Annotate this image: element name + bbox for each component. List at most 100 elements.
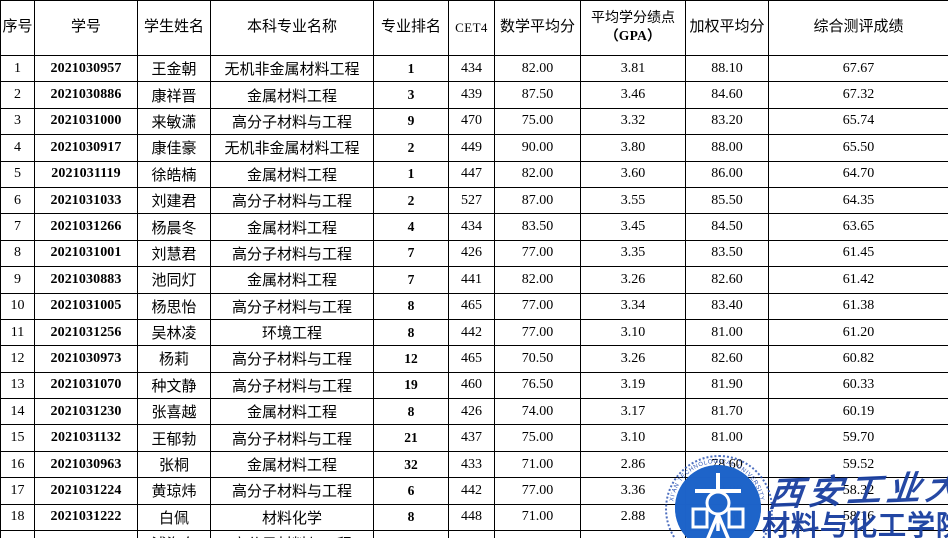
cell-math[interactable]: 82.00 bbox=[494, 160, 581, 188]
cell-cet4[interactable]: 434 bbox=[448, 54, 495, 83]
cell-wavg[interactable]: 78.60 bbox=[685, 450, 769, 479]
table-row[interactable]: 15 2021031132 王郁勃 高分子材料与工程 21 437 75.00 3.10 81.… bbox=[0, 424, 948, 452]
cell-name[interactable]: 刘建君 bbox=[137, 186, 211, 215]
cell-sid[interactable]: 2021031001 bbox=[34, 239, 138, 268]
cell-rank[interactable]: 2 bbox=[373, 134, 449, 162]
cell-rank[interactable]: 9 bbox=[373, 107, 449, 136]
cell-wavg[interactable]: 83.40 bbox=[685, 292, 769, 320]
cell-wavg[interactable]: 82.60 bbox=[685, 266, 769, 294]
cell-index[interactable]: 6 bbox=[0, 186, 35, 215]
cell-major[interactable]: 高分子材料与工程 bbox=[210, 371, 374, 400]
cell-cet4[interactable]: 442 bbox=[448, 318, 495, 347]
cell-index[interactable]: 3 bbox=[0, 107, 35, 136]
cell-sid[interactable]: 2021030917 bbox=[34, 134, 138, 162]
cell-gpa[interactable]: 3.60 bbox=[580, 160, 686, 188]
table-row[interactable]: 4 2021030917 康佳豪 无机非金属材料工程 2 449 90.00 3.80 88.0… bbox=[0, 134, 948, 162]
column-header-major[interactable]: 本科专业名称 bbox=[210, 0, 374, 56]
cell-wavg[interactable]: 82.00 bbox=[685, 530, 769, 538]
cell-total[interactable]: 61.45 bbox=[768, 239, 948, 268]
cell-sid[interactable]: 2021031132 bbox=[34, 424, 138, 452]
cell-major[interactable]: 高分子材料与工程 bbox=[210, 345, 374, 373]
cell-gpa[interactable]: 3.36 bbox=[580, 477, 686, 505]
cell-cet4[interactable]: 437 bbox=[448, 424, 495, 452]
cell-name[interactable]: 黄琼炜 bbox=[137, 477, 211, 505]
table-row[interactable]: 9 2021030883 池同灯 金属材料工程 7 441 82.00 3.26 82.60 61… bbox=[0, 266, 948, 294]
cell-cet4[interactable]: 434 bbox=[448, 213, 495, 241]
cell-major[interactable]: 金属材料工程 bbox=[210, 160, 374, 188]
cell-sid[interactable]: 2021030957 bbox=[34, 54, 138, 83]
cell-total[interactable]: 67.67 bbox=[768, 54, 948, 83]
cell-cet4[interactable]: 527 bbox=[448, 186, 495, 215]
cell-name[interactable]: 康祥晋 bbox=[137, 81, 211, 109]
cell-gpa[interactable]: 3.81 bbox=[580, 54, 686, 83]
column-header-gpa[interactable]: 平均学分绩点 （GPA） bbox=[580, 0, 686, 56]
cell-wavg[interactable]: 81.70 bbox=[685, 398, 769, 426]
cell-math[interactable]: 81.50 bbox=[494, 530, 581, 538]
cell-cet4[interactable]: 447 bbox=[448, 160, 495, 188]
cell-total[interactable]: 63.65 bbox=[768, 213, 948, 241]
cell-rank[interactable]: 12 bbox=[373, 345, 449, 373]
cell-name[interactable]: 池同灯 bbox=[137, 266, 211, 294]
cell-sid[interactable]: 2021030886 bbox=[34, 81, 138, 109]
cell-index[interactable]: 11 bbox=[0, 318, 35, 347]
cell-name[interactable]: 徐皓楠 bbox=[137, 160, 211, 188]
cell-major[interactable]: 高分子材料与工程 bbox=[210, 292, 374, 320]
cell-index[interactable]: 5 bbox=[0, 160, 35, 188]
column-header-total-score[interactable]: 综合测评成绩 bbox=[768, 0, 948, 56]
table-row[interactable]: 13 2021031070 种文静 高分子材料与工程 19 460 76.50 3.19 81.… bbox=[0, 371, 948, 400]
cell-rank[interactable]: 3 bbox=[373, 81, 449, 109]
cell-major[interactable]: 无机非金属材料工程 bbox=[210, 54, 374, 83]
cell-gpa[interactable]: 2.86 bbox=[580, 450, 686, 479]
cell-wavg[interactable]: 81.90 bbox=[685, 371, 769, 400]
cell-cet4[interactable]: 438 bbox=[448, 530, 495, 538]
cell-sid[interactable]: 2021031033 bbox=[34, 186, 138, 215]
cell-rank[interactable]: 32 bbox=[373, 450, 449, 479]
cell-sid[interactable]: 2021031070 bbox=[34, 371, 138, 400]
cell-math[interactable]: 77.00 bbox=[494, 318, 581, 347]
cell-name[interactable]: 康佳豪 bbox=[137, 134, 211, 162]
cell-wavg[interactable]: 84.60 bbox=[685, 81, 769, 109]
cell-cet4[interactable]: 442 bbox=[448, 477, 495, 505]
cell-math[interactable]: 87.00 bbox=[494, 186, 581, 215]
column-header-cet4[interactable]: CET4 bbox=[448, 0, 495, 56]
cell-name[interactable]: 杨思怡 bbox=[137, 292, 211, 320]
cell-rank[interactable]: 8 bbox=[373, 318, 449, 347]
cell-index[interactable]: 14 bbox=[0, 398, 35, 426]
cell-cet4[interactable]: 460 bbox=[448, 371, 495, 400]
cell-wavg[interactable]: 80.60 bbox=[685, 503, 769, 532]
cell-math[interactable]: 70.50 bbox=[494, 345, 581, 373]
cell-total[interactable]: 58.40 bbox=[768, 530, 948, 538]
cell-math[interactable]: 82.00 bbox=[494, 54, 581, 83]
cell-gpa[interactable]: 3.17 bbox=[580, 398, 686, 426]
cell-math[interactable]: 83.50 bbox=[494, 213, 581, 241]
cell-wavg[interactable]: 86.00 bbox=[685, 160, 769, 188]
cell-index[interactable]: 4 bbox=[0, 134, 35, 162]
cell-wavg[interactable]: 88.10 bbox=[685, 54, 769, 83]
cell-index[interactable]: 16 bbox=[0, 450, 35, 479]
cell-wavg[interactable]: 81.00 bbox=[685, 318, 769, 347]
cell-total[interactable]: 61.42 bbox=[768, 266, 948, 294]
cell-gpa[interactable]: 2.88 bbox=[580, 503, 686, 532]
cell-total[interactable]: 58.16 bbox=[768, 503, 948, 532]
column-header-index[interactable]: 序号 bbox=[0, 0, 35, 56]
cell-name[interactable]: 浦海东 bbox=[137, 530, 211, 538]
cell-cet4[interactable]: 465 bbox=[448, 345, 495, 373]
cell-name[interactable]: 张喜越 bbox=[137, 398, 211, 426]
cell-wavg[interactable]: 80.80 bbox=[685, 477, 769, 505]
cell-rank[interactable]: 8 bbox=[373, 398, 449, 426]
cell-wavg[interactable]: 84.50 bbox=[685, 213, 769, 241]
cell-total[interactable]: 64.70 bbox=[768, 160, 948, 188]
cell-index[interactable]: 19 bbox=[0, 530, 35, 538]
cell-math[interactable]: 82.00 bbox=[494, 266, 581, 294]
table-row[interactable]: 16 2021030963 张桐 金属材料工程 32 433 71.00 2.86 78.60 5… bbox=[0, 450, 948, 479]
cell-rank[interactable]: 18 bbox=[373, 530, 449, 538]
cell-math[interactable]: 71.00 bbox=[494, 503, 581, 532]
cell-math[interactable]: 77.00 bbox=[494, 477, 581, 505]
cell-sid[interactable]: 2021031145 bbox=[34, 530, 138, 538]
cell-cet4[interactable]: 441 bbox=[448, 266, 495, 294]
cell-index[interactable]: 18 bbox=[0, 503, 35, 532]
cell-major[interactable]: 金属材料工程 bbox=[210, 81, 374, 109]
cell-rank[interactable]: 21 bbox=[373, 424, 449, 452]
table-row[interactable]: 2 2021030886 康祥晋 金属材料工程 3 439 87.50 3.46 84.60 67… bbox=[0, 81, 948, 109]
cell-total[interactable]: 58.32 bbox=[768, 477, 948, 505]
